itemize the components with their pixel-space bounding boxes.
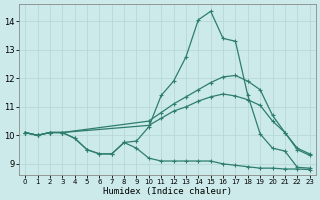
X-axis label: Humidex (Indice chaleur): Humidex (Indice chaleur) xyxy=(103,187,232,196)
